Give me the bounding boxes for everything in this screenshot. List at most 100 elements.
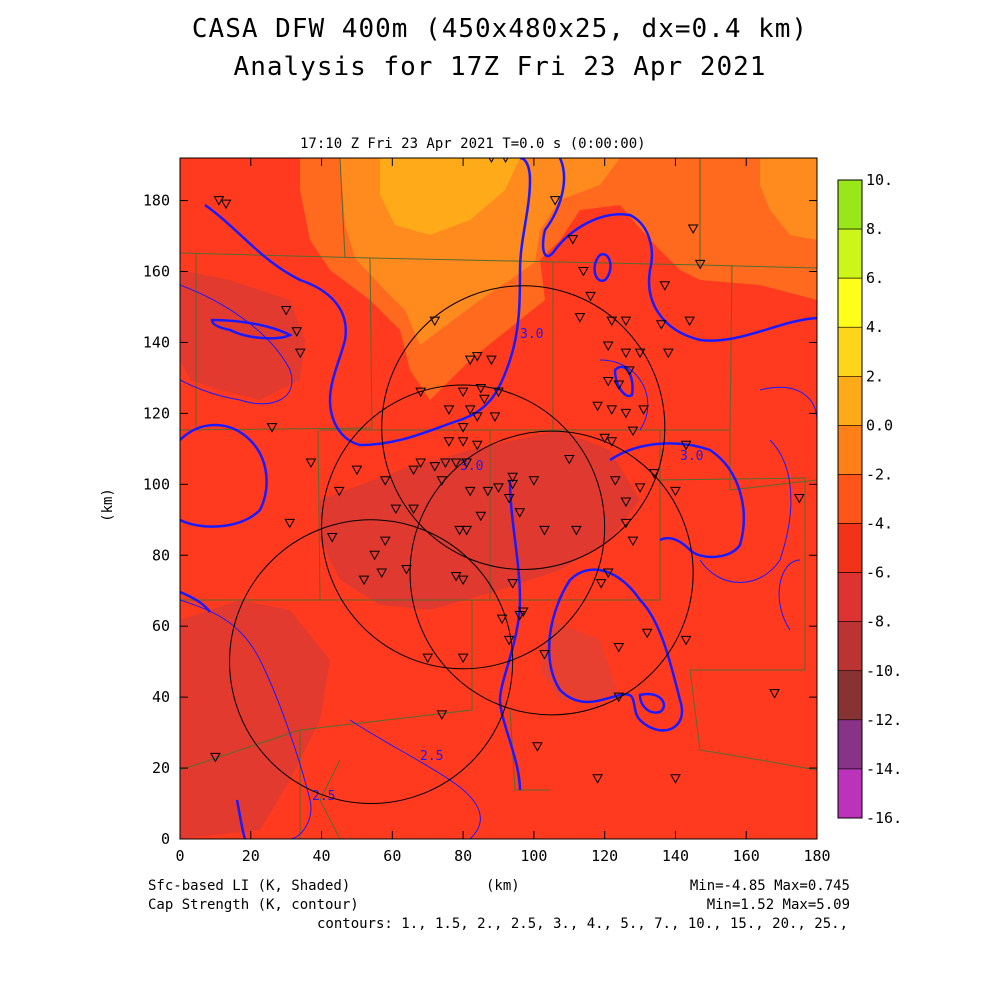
station-marker [475,511,487,522]
station-marker [606,316,618,327]
station-marker [606,437,618,447]
station-marker [429,462,441,472]
plot-frame [179,157,818,840]
contour-label: 3.0 [680,449,703,464]
station-marker [210,752,221,763]
li-shaded-field [180,158,817,839]
x-tick-label: 160 [733,847,760,865]
station-marker [684,316,695,327]
station-marker [503,635,515,646]
station-marker [471,440,483,451]
colorbar-label: -4. [866,515,893,533]
station-marker [648,469,660,479]
station-marker [333,486,345,497]
station-marker [376,568,388,579]
station-marker [351,465,363,476]
station-marker [457,423,469,433]
station-marker [457,387,469,398]
station-marker [670,774,681,784]
station-marker [613,380,625,391]
station-marker [266,423,278,433]
colorbar-label: -8. [866,613,893,631]
x-axis: 0 20 40 60 80 100 120 140 160 180 [175,158,831,865]
station-marker [450,572,462,582]
station-marker [464,355,476,366]
station-marker [620,348,632,359]
station-marker [655,320,667,330]
colorbar-swatch [837,376,863,426]
station-marker [379,476,391,486]
colorbar-label: 0.0 [866,416,893,434]
station-marker [213,196,225,206]
station-marker [284,518,296,529]
x-tick-label: 0 [175,847,184,865]
station-marker [478,394,490,405]
colorbar-swatch [837,277,863,328]
station-marker [415,387,426,398]
station-marker [443,405,455,415]
y-tick-label: 20 [152,759,170,777]
valid-time-label: 17:10 Z Fri 23 Apr 2021 T=0.0 s (0:00:00… [300,136,646,152]
y-tick-label: 100 [143,475,170,493]
colorbar-label: 8. [866,220,884,238]
station-marker [532,742,543,752]
colorbar-swatch [837,425,863,475]
station-marker [624,366,635,376]
station-marker [620,497,632,508]
colorbar-label: 6. [866,269,884,287]
station-marker [507,479,519,490]
plot-subtitle: Analysis for 17Z Fri 23 Apr 2021 [233,52,767,82]
station-marker [793,494,805,504]
shaded-field-label: Sfc-based LI (K, Shaded) [148,878,350,894]
station-marker [390,504,402,515]
station-marker [585,291,596,302]
station-marker [280,306,292,316]
legend: Sfc-based LI (K, Shaded) Cap Strength (K… [148,878,850,932]
station-marker [613,642,625,653]
y-tick-label: 140 [143,333,170,351]
x-tick-label: 80 [454,847,472,865]
station-marker [464,486,476,497]
station-marker [436,710,448,720]
station-marker [574,313,586,323]
station-marker [436,476,448,486]
station-marker [528,476,540,486]
station-marker [493,483,504,493]
station-marker [461,525,473,536]
station-marker [471,412,483,422]
station-marker [620,518,632,529]
station-marker [609,476,621,486]
contour-field-label: Cap Strength (K, contour) [148,897,359,913]
radar-rings [229,285,694,805]
colorbar-swatch [837,719,863,770]
station-marker [599,433,611,444]
station-marker [606,405,618,415]
station-marker [613,692,625,703]
station-marker [401,564,412,575]
station-marker [620,408,632,419]
station-marker [659,281,671,291]
station-marker [578,267,589,277]
y-tick-label: 60 [152,617,170,635]
y-tick-label: 40 [152,688,170,706]
x-tick-label: 40 [313,847,331,865]
station-marker [457,575,469,586]
contour-range: Min=1.52 Max=5.09 [707,897,850,913]
station-marker [450,458,462,469]
station-marker [294,348,306,359]
contour-label: 3.0 [520,327,543,342]
x-tick-label: 100 [520,847,547,865]
station-marker [471,352,483,362]
colorbar-label: 2. [866,367,884,385]
station-marker [408,504,419,515]
colorbar-swatch [837,621,863,672]
station-marker [571,525,582,536]
station-marker [634,348,646,359]
x-tick-label: 120 [591,847,618,865]
station-marker [454,525,465,536]
station-marker [457,437,469,447]
contour-label: 2.5 [312,789,335,804]
y-tick-label: 0 [161,830,170,848]
station-marker [220,199,232,210]
station-marker [549,196,561,206]
